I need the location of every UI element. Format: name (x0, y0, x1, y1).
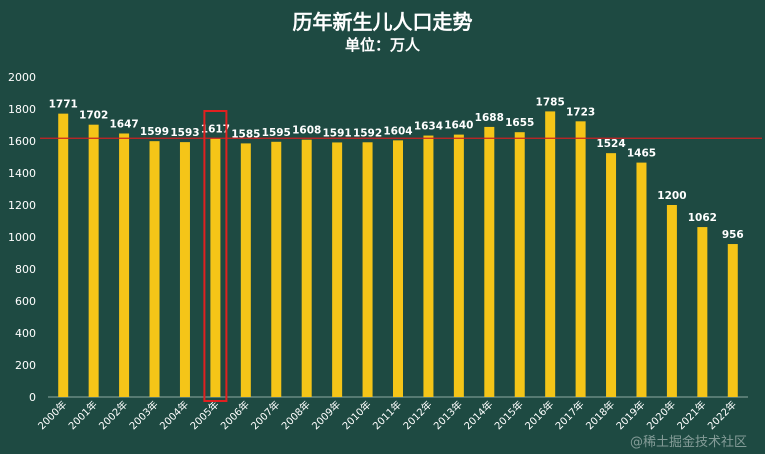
bar (484, 126, 495, 398)
bar (332, 142, 343, 397)
bar-value-label: 1617 (201, 123, 230, 135)
bar-value-label: 1640 (444, 120, 473, 132)
x-tick-label: 2016年 (522, 398, 556, 432)
bar (636, 162, 647, 397)
chart-title: 历年新生儿人口走势 (292, 10, 473, 34)
x-tick-label: 2011年 (370, 398, 404, 432)
x-tick-label: 2007年 (248, 398, 282, 432)
bar (393, 140, 403, 398)
chart-subtitle: 单位：万人 (344, 36, 420, 54)
bar-value-label: 1591 (323, 127, 352, 139)
x-tick-label: 2021年 (674, 398, 708, 432)
x-tick-label: 2015年 (492, 398, 526, 432)
x-tick-label: 2020年 (644, 398, 678, 432)
watermark-text: @稀土掘金技术社区 (629, 435, 747, 450)
x-tick-label: 2018年 (583, 398, 617, 432)
bar (179, 142, 190, 397)
x-tick-label: 2002年 (96, 398, 130, 432)
x-tick-label: 2005年 (187, 398, 221, 432)
bar (58, 113, 69, 397)
y-tick-label: 1200 (8, 199, 36, 212)
x-tick-label: 2008年 (279, 398, 313, 432)
x-tick-label: 2001年 (66, 398, 100, 432)
bar-value-label: 1585 (231, 128, 260, 140)
y-tick-label: 1800 (8, 103, 36, 116)
bar-value-label: 956 (722, 229, 744, 241)
bar-value-label: 1647 (109, 118, 138, 130)
bar (697, 227, 708, 397)
highlight-box (203, 110, 228, 402)
bar-value-label: 1771 (49, 99, 78, 111)
bar-value-label: 1702 (79, 110, 108, 122)
x-tick-label: 2013年 (431, 398, 465, 432)
y-tick-label: 2000 (8, 71, 36, 84)
bar-value-label: 1599 (140, 126, 169, 138)
y-tick-label: 400 (15, 327, 36, 340)
x-tick-label: 2012年 (400, 398, 434, 432)
y-tick-label: 200 (15, 359, 36, 372)
bar (423, 135, 434, 397)
bar (362, 142, 373, 397)
y-tick-label: 1400 (8, 167, 36, 180)
x-tick-label: 2004年 (157, 398, 191, 432)
y-tick-label: 600 (15, 295, 36, 308)
bar (514, 132, 525, 397)
y-tick-label: 0 (29, 391, 36, 404)
x-tick-label: 2003年 (126, 398, 160, 432)
bar-value-label: 1593 (170, 127, 199, 139)
bar-value-label: 1595 (262, 127, 291, 139)
bar-value-label: 1524 (596, 138, 625, 150)
bar (240, 143, 251, 397)
bar (606, 153, 617, 397)
bar (727, 244, 738, 397)
bar-value-label: 1688 (475, 112, 504, 124)
bar-value-label: 1634 (414, 121, 443, 133)
x-tick-label: 2010年 (339, 398, 373, 432)
bar-value-label: 1465 (627, 148, 656, 160)
bar-value-label: 1608 (292, 125, 321, 137)
bar-value-label: 1592 (353, 127, 382, 139)
bar (575, 121, 586, 397)
bar-value-label: 1062 (688, 212, 717, 224)
bar (119, 133, 130, 398)
y-tick-label: 1000 (8, 231, 36, 244)
bar-value-label: 1723 (566, 106, 595, 118)
bar (271, 141, 282, 397)
x-tick-label: 2009年 (309, 398, 343, 432)
bar (545, 111, 556, 398)
bar-value-label: 1604 (383, 125, 412, 137)
bar-value-label: 1785 (536, 96, 565, 108)
y-tick-label: 800 (15, 263, 36, 276)
x-tick-label: 2022年 (705, 398, 739, 432)
bar (301, 139, 312, 397)
x-tick-label: 2000年 (35, 398, 69, 432)
bar (666, 205, 677, 397)
x-tick-label: 2017年 (552, 398, 586, 432)
bar-value-label: 1655 (505, 117, 534, 129)
x-tick-label: 2006年 (218, 398, 252, 432)
bar (210, 138, 221, 397)
bar-value-label: 1200 (657, 190, 686, 202)
bar (453, 134, 464, 397)
bar (149, 141, 160, 397)
bar (88, 124, 99, 398)
x-tick-label: 2019年 (613, 398, 647, 432)
y-tick-label: 1600 (8, 135, 36, 148)
x-tick-label: 2014年 (461, 398, 495, 432)
